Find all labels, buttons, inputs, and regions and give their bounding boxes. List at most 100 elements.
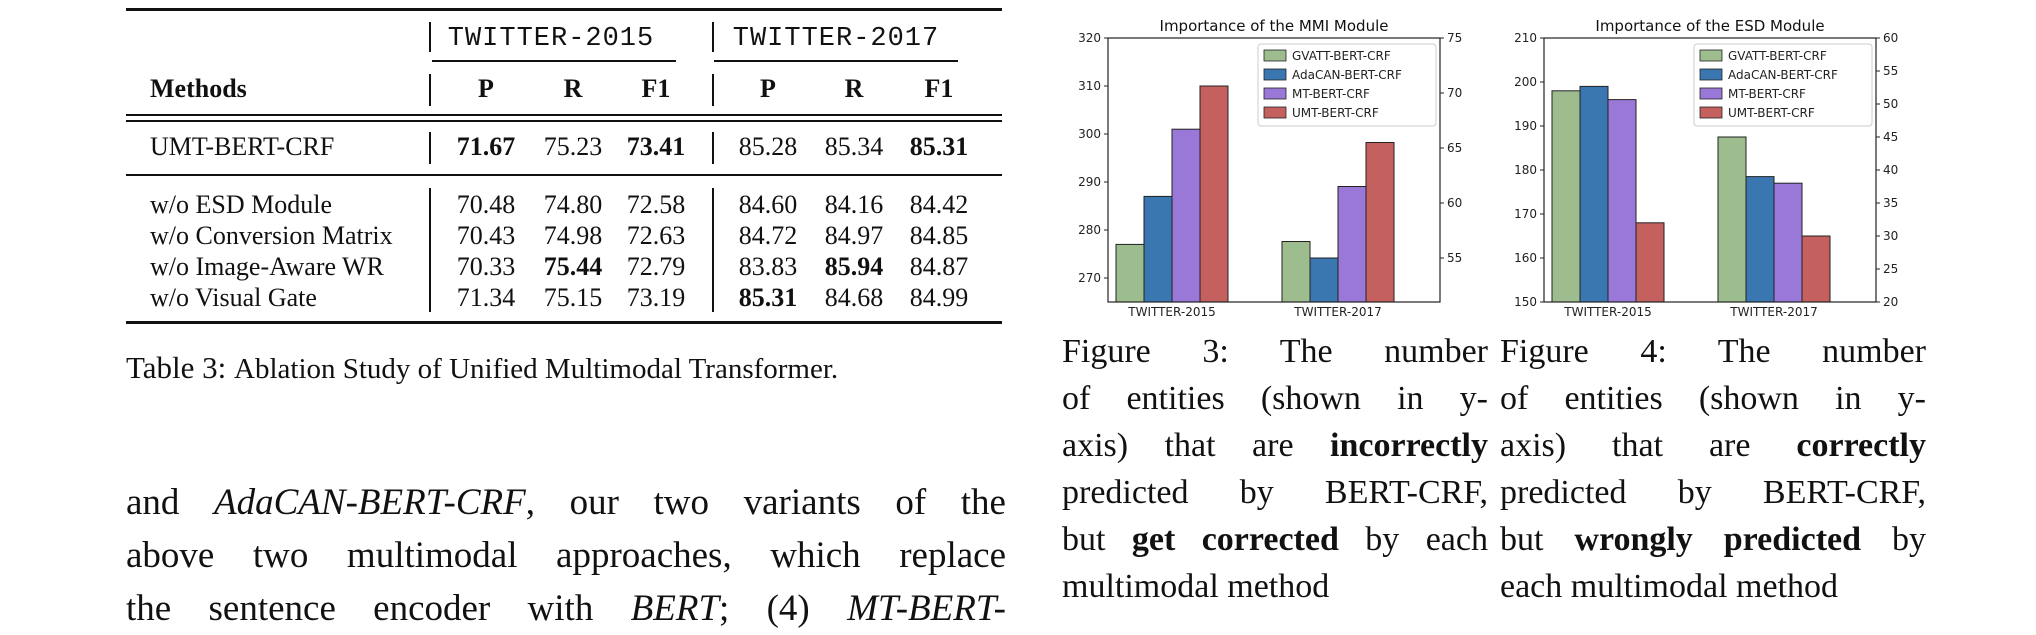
x-tick-label: TWITTER-2015 [1563, 305, 1652, 319]
main-row-value: 71.67 [456, 132, 516, 161]
ablation-row-value: 84.87 [909, 252, 969, 281]
ablation-row-value: 84.60 [738, 190, 798, 219]
column-separator [429, 74, 431, 106]
table-top-rule [126, 8, 1002, 11]
figure-4-chart: Importance of the ESD Module TWITTER-2015… [1486, 12, 1916, 327]
right-tick-label: 75 [1447, 31, 1462, 45]
plot-frame [1107, 37, 1441, 303]
x-tick-label: TWITTER-2017 [1729, 305, 1818, 319]
left-tick-label: 180 [1514, 163, 1537, 177]
legend-swatch [1263, 106, 1287, 119]
ablation-row-value: 72.58 [626, 190, 686, 219]
caption-line: but wrongly predicted by [1500, 521, 1926, 558]
legend-label: AdaCAN-BERT-CRF [1728, 68, 1838, 82]
ablation-row-method: w/o Visual Gate [150, 283, 317, 312]
legend-box [1693, 43, 1873, 127]
metric-header-f1-2015: F1 [641, 74, 671, 103]
left-tick-label: 200 [1514, 75, 1537, 89]
legend-label: GVATT-BERT-CRF [1292, 49, 1391, 63]
right-tick-label: 35 [1883, 196, 1898, 210]
main-row-value: 85.34 [824, 132, 884, 161]
main-row-method: UMT-BERT-CRF [150, 132, 335, 161]
x-tick-label: TWITTER-2015 [1127, 305, 1216, 319]
ablation-row-value: 85.94 [824, 252, 884, 281]
esd-chart-svg: Importance of the ESD Module TWITTER-2015… [1514, 17, 1898, 319]
body-paragraph: and AdaCAN-BERT-CRF, our two variants of… [126, 476, 1006, 635]
ablation-row-value: 70.33 [456, 252, 516, 281]
ablation-row-value: 75.44 [543, 252, 603, 281]
ablation-row-method: w/o Image-Aware WR [150, 252, 384, 281]
group-underline-2015 [432, 60, 676, 62]
column-separator [429, 188, 431, 312]
figure-3-caption: Figure 3: The number of entities (shown i… [1062, 328, 1488, 610]
chart-bar [1579, 85, 1609, 303]
ablation-row-value: 84.72 [738, 221, 798, 250]
ablation-row-value: 72.63 [626, 221, 686, 250]
left-tick-label: 160 [1514, 251, 1537, 265]
caption-line: but get corrected by each [1062, 521, 1488, 558]
group-header-twitter-2017: TWITTER-2017 [732, 24, 940, 54]
right-tick-label: 55 [1883, 64, 1898, 78]
caption-line: of entities (shown in y- [1062, 380, 1488, 417]
header-double-rule-1 [126, 114, 1002, 116]
ablation-row-value: 84.68 [824, 283, 884, 312]
left-tick-label: 280 [1078, 223, 1101, 237]
table-bottom-rule [126, 321, 1002, 324]
ablation-row-value: 72.79 [626, 252, 686, 281]
right-tick-label: 60 [1883, 31, 1898, 45]
legend-swatch [1699, 106, 1723, 119]
right-tick-label: 40 [1883, 163, 1898, 177]
legend-swatch [1263, 49, 1287, 62]
chart-title: Importance of the ESD Module [1595, 17, 1824, 35]
ablation-row-value: 70.48 [456, 190, 516, 219]
metric-header-p-2015: P [478, 74, 494, 103]
chart-bar [1607, 99, 1637, 303]
chart-bar [1337, 186, 1367, 303]
left-tick-label: 320 [1078, 31, 1101, 45]
left-tick-label: 290 [1078, 175, 1101, 189]
legend-label: UMT-BERT-CRF [1728, 106, 1815, 120]
paragraph-line: the sentence encoder with BERT; (4) MT-B… [126, 588, 1006, 629]
legend-label: GVATT-BERT-CRF [1728, 49, 1827, 63]
caption-line: axis) that are correctly [1500, 427, 1926, 464]
table-caption: Table 3: Ablation Study of Unified Multi… [126, 350, 838, 387]
main-row-value: 73.41 [626, 132, 686, 161]
group-underline-2017 [714, 60, 958, 62]
left-tick-label: 310 [1078, 79, 1101, 93]
ablation-row-value: 73.19 [626, 283, 686, 312]
paragraph-line: above two multimodal approaches, which r… [126, 535, 1006, 576]
ablation-row-value: 84.99 [909, 283, 969, 312]
caption-line: Figure 3: The number [1062, 333, 1488, 370]
ablation-row-value: 84.85 [909, 221, 969, 250]
right-tick-label: 65 [1447, 141, 1462, 155]
chart-title: Importance of the MMI Module [1160, 17, 1389, 35]
legend-swatch [1263, 68, 1287, 81]
figure-4-caption: Figure 4: The number of entities (shown i… [1500, 328, 1926, 610]
methods-header: Methods [150, 74, 247, 103]
legend-swatch [1699, 68, 1723, 81]
chart-bar [1365, 142, 1395, 303]
caption-line: each multimodal method [1500, 568, 1839, 605]
ablation-row-value: 84.97 [824, 221, 884, 250]
ablation-row-method: w/o ESD Module [150, 190, 332, 219]
caption-line: predicted by BERT-CRF, [1500, 474, 1926, 511]
right-tick-label: 45 [1883, 130, 1898, 144]
left-tick-label: 300 [1078, 127, 1101, 141]
main-row-value: 85.28 [738, 132, 798, 161]
column-separator [429, 132, 431, 164]
ablation-row-value: 74.98 [543, 221, 603, 250]
metric-header-r-2017: R [844, 74, 864, 103]
metric-header-r-2015: R [563, 74, 583, 103]
column-separator [712, 22, 714, 52]
chart-bar [1143, 195, 1173, 303]
header-double-rule-2 [126, 120, 1002, 122]
ablation-row-value: 70.43 [456, 221, 516, 250]
ablation-row-value: 71.34 [456, 283, 516, 312]
column-separator [712, 132, 714, 164]
chart-bar [1551, 90, 1581, 303]
column-separator [429, 22, 431, 52]
left-tick-label: 150 [1514, 295, 1537, 309]
ablation-row-value: 83.83 [738, 252, 798, 281]
chart-bar [1281, 241, 1311, 303]
legend-swatch [1263, 87, 1287, 100]
